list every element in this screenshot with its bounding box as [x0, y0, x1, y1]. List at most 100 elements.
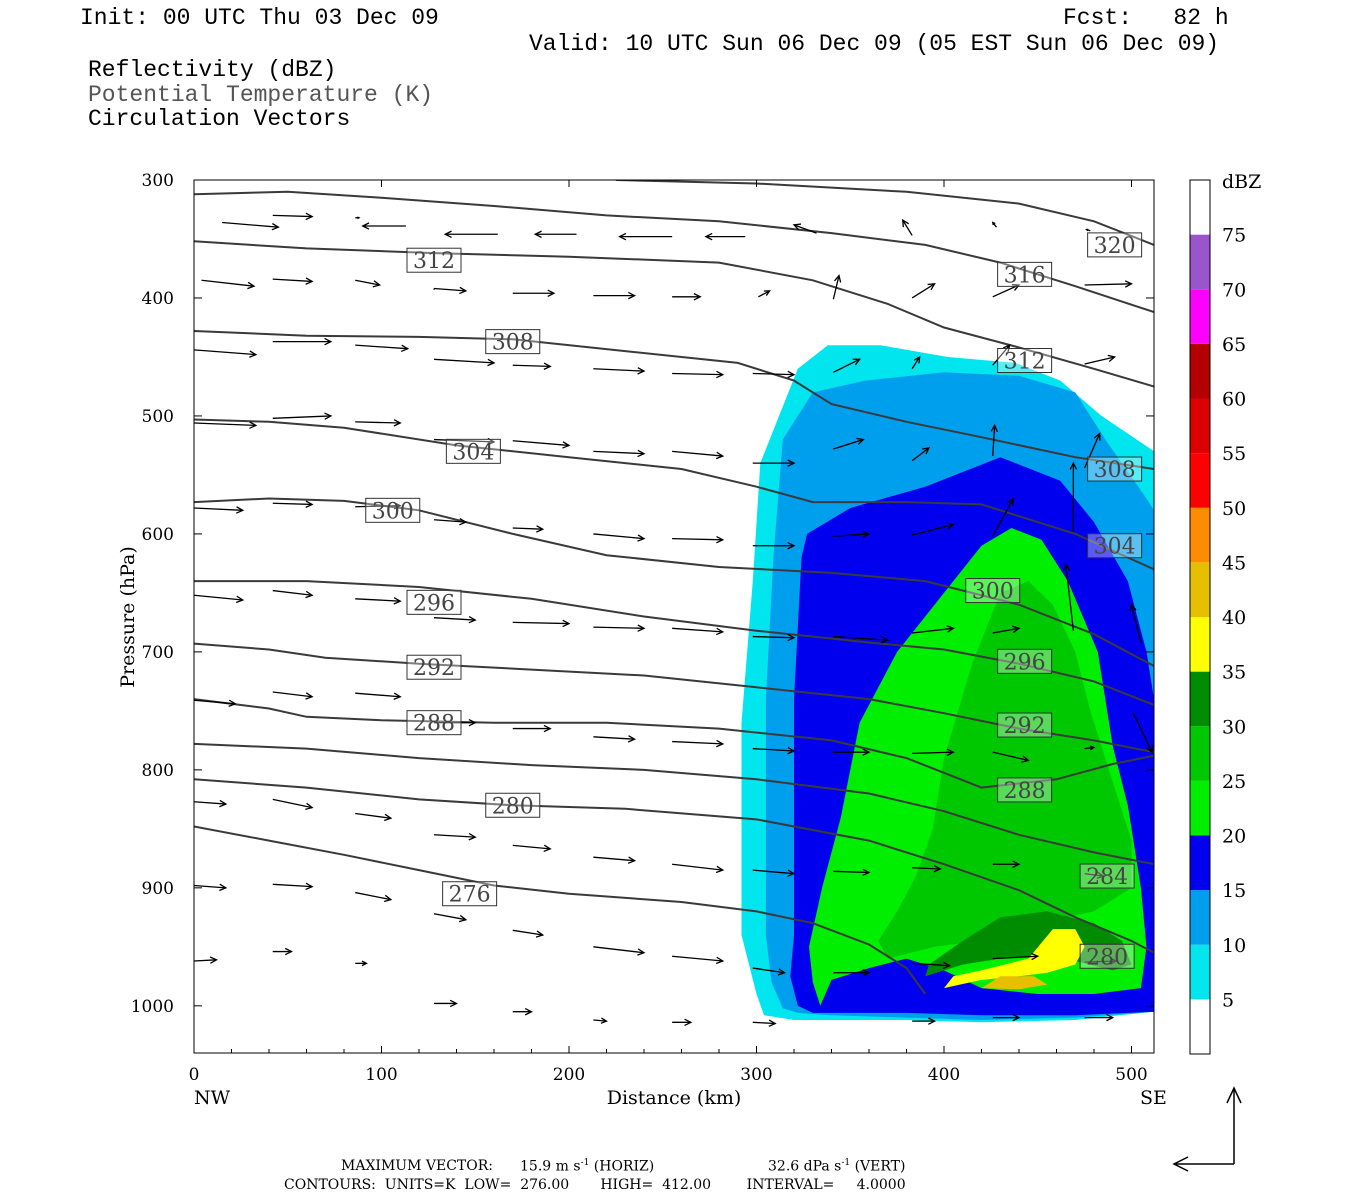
circulation-vector	[833, 530, 871, 539]
circulation-vector	[672, 293, 702, 301]
theta-contour-276	[194, 825, 927, 995]
circulation-vector	[355, 692, 402, 700]
theta-label-280: 280	[1086, 945, 1128, 970]
reflectivity-region-40dbz	[981, 976, 1048, 990]
theta-label-box	[997, 648, 1053, 674]
circulation-vector	[1084, 871, 1105, 879]
colorbar-level-label: 40	[1222, 607, 1246, 629]
y-tick-label: 800	[142, 761, 174, 781]
theta-contour-320	[615, 180, 1154, 246]
circulation-vector	[512, 1007, 533, 1016]
circulation-vector	[533, 230, 577, 238]
theta-label-304: 304	[1094, 535, 1136, 560]
circulation-vector	[1084, 745, 1096, 751]
field-circulation-vectors: Circulation Vectors	[88, 106, 351, 132]
circulation-vector	[593, 533, 646, 542]
theta-contour-316	[194, 190, 1154, 314]
y-tick-label: 300	[142, 171, 174, 191]
circulation-vector	[593, 624, 646, 632]
colorbar-frame	[1189, 179, 1211, 1055]
theta-label-box	[1087, 232, 1143, 258]
circulation-vector	[992, 952, 1040, 961]
theta-contour-308	[194, 330, 1154, 470]
circulation-vector	[512, 929, 545, 938]
colorbar-swatch	[1190, 671, 1210, 727]
circulation-vector	[990, 423, 998, 457]
circulation-vector	[992, 751, 1030, 763]
colorbar-level-label: 45	[1222, 552, 1246, 574]
theta-label-296: 296	[1004, 650, 1046, 675]
circulation-vector	[272, 500, 314, 508]
colorbar-level-label: 30	[1222, 716, 1246, 738]
max-vector-horizontal: 15.9 m s-1 (HORIZ)	[520, 1158, 655, 1175]
colorbar-level-label: 5	[1222, 989, 1234, 1011]
circulation-vector-layer	[194, 212, 1153, 1027]
colorbar-level-label: 70	[1222, 279, 1246, 301]
theta-contour-292	[194, 642, 1154, 754]
theta-label-box	[1087, 533, 1143, 559]
y-tick-label: 1000	[131, 997, 174, 1017]
y-axis-label: Pressure (hPa)	[117, 546, 139, 688]
colorbar-level-label: 55	[1222, 443, 1246, 465]
x-tick-label: 500	[1115, 1065, 1147, 1085]
circulation-vector	[991, 221, 998, 228]
theta-label-308: 308	[492, 331, 534, 356]
theta-label-276: 276	[449, 883, 491, 908]
circulation-vector	[272, 947, 293, 956]
circulation-vector	[355, 279, 382, 288]
circulation-vector	[672, 1018, 693, 1027]
circulation-vector	[355, 597, 402, 605]
x-tick-label: 0	[189, 1065, 200, 1085]
plot-frame	[193, 179, 1155, 1054]
theta-label-box	[442, 881, 498, 907]
theta-contour-284	[194, 742, 1154, 866]
field-reflectivity: Reflectivity (dBZ)	[88, 57, 337, 83]
colorbar-swatch	[1190, 234, 1210, 290]
theta-label-layer: 276 280 280 284 288 288 292 292 296 296 300 300 304 3…	[365, 232, 1143, 970]
theta-label-300: 300	[972, 580, 1014, 605]
colorbar-level-label: 25	[1222, 771, 1246, 793]
circulation-vector	[833, 437, 865, 450]
circulation-vector	[752, 541, 796, 550]
theta-label-box	[406, 589, 462, 615]
circulation-vector	[443, 230, 498, 238]
circulation-vector	[752, 746, 796, 755]
circulation-vector	[1084, 957, 1118, 965]
y-tick-label: 400	[142, 289, 174, 309]
circulation-vector	[833, 358, 861, 373]
theta-contour-280	[194, 778, 1154, 954]
circulation-vector	[433, 913, 468, 923]
colorbar-swatch	[1190, 398, 1210, 454]
circulation-vector	[512, 289, 556, 297]
circulation-vector	[912, 1017, 937, 1025]
circulation-vector	[433, 286, 468, 295]
theta-label-320: 320	[1094, 234, 1136, 259]
circulation-vector	[194, 956, 218, 964]
circulation-vector	[272, 882, 314, 891]
circulation-vector	[992, 860, 1021, 868]
circulation-vector	[434, 718, 477, 727]
circulation-vector	[1084, 354, 1117, 365]
circulation-vector	[194, 799, 228, 808]
theta-label-296: 296	[413, 591, 455, 616]
circulation-vector	[272, 277, 314, 285]
colorbar-swatch	[1190, 507, 1210, 563]
theta-label-box	[485, 792, 541, 818]
colorbar-swatch	[1190, 562, 1210, 617]
circulation-vector	[512, 844, 552, 853]
colorbar-level-label: 35	[1222, 662, 1246, 684]
colorbar-level-label: 75	[1222, 225, 1246, 247]
theta-label-box	[1079, 943, 1135, 969]
circulation-vector	[355, 812, 393, 822]
circulation-vector	[272, 212, 314, 221]
circulation-vector	[901, 218, 913, 236]
colorbar-swatch	[1190, 726, 1210, 781]
circulation-vector	[1132, 712, 1153, 754]
circulation-vector	[593, 946, 646, 956]
colorbar-swatch	[1190, 780, 1210, 836]
y-tick-label: 600	[142, 525, 174, 545]
circulation-vector	[355, 419, 402, 427]
circulation-vector	[1084, 1013, 1115, 1022]
circulation-vector	[593, 1017, 608, 1024]
theta-label-308: 308	[1094, 458, 1136, 483]
